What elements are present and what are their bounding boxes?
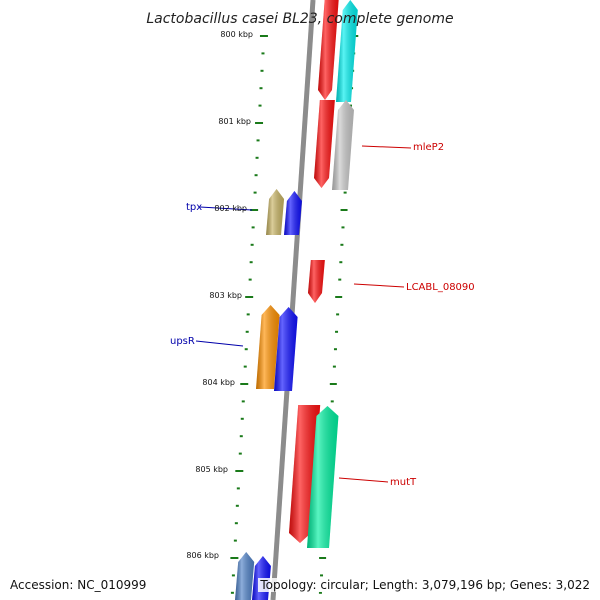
accession-text: Accession: NC_010999 xyxy=(8,578,149,592)
gene-arrow-shading xyxy=(256,305,280,389)
label-leader-line xyxy=(199,206,253,211)
gene-arrow-shading xyxy=(308,260,325,303)
gene-arrow-shading xyxy=(266,189,285,235)
ruler-label: 801 kbp xyxy=(218,117,251,126)
gene-labels: tpx upsR mleP2 LCABL_08090 mutT xyxy=(170,142,475,488)
label-leader-line xyxy=(353,283,405,288)
gene-label-mleP2[interactable]: mleP2 xyxy=(413,142,444,153)
ruler-label: 800 kbp xyxy=(220,30,253,39)
gene-arrow-shading xyxy=(336,0,358,102)
gene-arrow-shading xyxy=(307,406,339,548)
genome-backbone xyxy=(270,0,316,600)
gene-label-LCABL_08090[interactable]: LCABL_08090 xyxy=(406,282,475,293)
label-leader-line xyxy=(195,340,244,347)
gene-arrow-shading xyxy=(284,191,302,235)
gene-arrow-shading xyxy=(314,100,335,188)
ruler-label: 806 kbp xyxy=(186,551,219,560)
topology-text: Topology: circular; Length: 3,079,196 bp… xyxy=(258,578,592,592)
label-leader-line xyxy=(361,145,412,149)
gene-arrow-shading xyxy=(274,307,298,391)
ruler-label: 802 kbp xyxy=(214,204,247,213)
gene-arrow-shading xyxy=(235,552,255,600)
gene-label-mutT[interactable]: mutT xyxy=(390,477,417,488)
ruler-labels: 800 kbp 801 kbp 802 kbp 803 kbp 804 kbp … xyxy=(186,30,253,560)
label-leader-line xyxy=(338,477,389,483)
label-leaders xyxy=(195,145,412,483)
gene-label-tpx[interactable]: tpx xyxy=(186,202,202,213)
genome-title: Lactobacillus casei BL23, complete genom… xyxy=(146,11,453,27)
ruler-label: 804 kbp xyxy=(202,378,235,387)
gene-arrow-shading xyxy=(332,100,354,190)
gene-track xyxy=(235,0,358,600)
gene-arrow-shading xyxy=(318,0,339,100)
ruler-label: 805 kbp xyxy=(195,465,228,474)
ruler-label: 803 kbp xyxy=(209,291,242,300)
gene-label-upsR[interactable]: upsR xyxy=(170,336,195,347)
